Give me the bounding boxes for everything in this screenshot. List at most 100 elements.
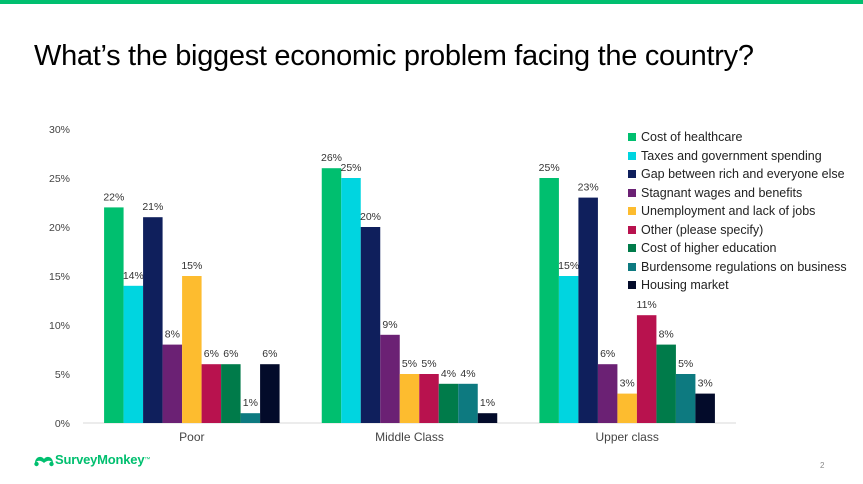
data-label: 1% <box>243 397 258 409</box>
bar <box>360 227 381 423</box>
y-tick-label: 0% <box>55 418 70 430</box>
data-label: 9% <box>382 319 397 331</box>
bar <box>636 315 657 423</box>
legend-label: Other (please specify) <box>641 222 764 237</box>
legend-item: Burdensome regulations on business <box>628 258 847 277</box>
legend-swatch <box>628 170 636 179</box>
data-label: 6% <box>204 348 219 360</box>
bar <box>477 413 498 423</box>
data-label: 21% <box>142 201 163 213</box>
data-label: 6% <box>600 348 615 360</box>
bar <box>617 393 637 423</box>
logo-trademark: ™ <box>144 456 151 463</box>
legend-label: Taxes and government spending <box>641 148 822 163</box>
bar <box>221 364 241 423</box>
legend-item: Stagnant wages and benefits <box>628 184 847 203</box>
y-tick-label: 15% <box>49 271 70 283</box>
data-label: 6% <box>223 348 238 360</box>
logo-text: SurveyMonkey <box>55 452 145 467</box>
data-label: 5% <box>678 358 693 370</box>
bar <box>656 344 676 423</box>
bar <box>321 168 342 423</box>
bar <box>240 413 261 423</box>
y-tick-label: 25% <box>49 173 70 185</box>
bar <box>419 374 439 423</box>
legend-item: Cost of higher education <box>628 239 847 258</box>
bar <box>597 364 618 423</box>
bar <box>123 285 144 423</box>
x-category-label: Upper class <box>595 430 658 444</box>
bar <box>201 364 222 423</box>
data-label: 8% <box>659 329 674 341</box>
legend-swatch <box>628 188 636 197</box>
bar <box>458 383 478 423</box>
data-label: 1% <box>480 397 495 409</box>
legend-item: Other (please specify) <box>628 221 847 240</box>
legend-swatch <box>628 281 636 290</box>
data-label: 22% <box>103 191 124 203</box>
bar <box>380 334 400 423</box>
bar <box>558 276 579 423</box>
data-label: 25% <box>340 162 361 174</box>
bar <box>438 383 459 423</box>
y-tick-label: 30% <box>49 124 70 136</box>
page-number: 2 <box>820 461 825 470</box>
bar <box>260 364 280 423</box>
data-label: 26% <box>321 152 342 164</box>
top-accent-bar <box>0 0 863 4</box>
data-label: 3% <box>698 378 713 390</box>
data-label: 5% <box>402 358 417 370</box>
y-tick-label: 5% <box>55 369 70 381</box>
page-title: What’s the biggest economic problem faci… <box>34 40 754 72</box>
legend-item: Cost of healthcare <box>628 128 847 147</box>
y-tick-label: 10% <box>49 320 70 332</box>
data-label: 5% <box>421 358 436 370</box>
bar <box>341 178 361 423</box>
data-label: 6% <box>262 348 277 360</box>
data-label: 4% <box>460 368 475 380</box>
data-label: 23% <box>578 182 599 194</box>
data-label: 8% <box>165 329 180 341</box>
legend-label: Housing market <box>641 278 729 293</box>
legend-label: Gap between rich and everyone else <box>641 167 845 182</box>
legend-item: Gap between rich and everyone else <box>628 165 847 184</box>
legend-swatch <box>628 262 636 271</box>
chart-legend: Cost of healthcare Taxes and government s… <box>628 128 847 295</box>
bar <box>578 197 598 423</box>
legend-swatch <box>628 244 636 253</box>
bar <box>182 276 202 423</box>
bar <box>399 374 420 423</box>
data-label: 11% <box>637 299 657 311</box>
data-label: 4% <box>441 368 456 380</box>
bar <box>539 178 559 423</box>
data-label: 20% <box>360 211 381 223</box>
data-label: 15% <box>558 260 579 272</box>
legend-label: Stagnant wages and benefits <box>641 185 803 200</box>
legend-item: Taxes and government spending <box>628 147 847 166</box>
legend-swatch <box>628 225 636 234</box>
x-category-label: Poor <box>179 430 204 444</box>
y-tick-label: 20% <box>49 222 70 234</box>
legend-label: Cost of healthcare <box>641 130 743 145</box>
surveymonkey-logo: SurveyMonkey ™ <box>33 452 150 467</box>
data-label: 14% <box>123 270 144 282</box>
legend-swatch <box>628 207 636 216</box>
x-category-label: Middle Class <box>375 430 444 444</box>
bar <box>162 344 183 423</box>
legend-swatch <box>628 133 636 142</box>
bar <box>675 374 696 423</box>
data-label: 15% <box>181 260 202 272</box>
legend-label: Burdensome regulations on business <box>641 259 847 274</box>
monkey-logo-icon <box>34 456 54 466</box>
legend-label: Unemployment and lack of jobs <box>641 204 816 219</box>
data-label: 3% <box>620 378 635 390</box>
legend-swatch <box>628 151 636 160</box>
data-label: 25% <box>539 162 560 174</box>
bar <box>104 207 124 423</box>
bar <box>143 217 163 423</box>
legend-item: Housing market <box>628 276 847 295</box>
legend-item: Unemployment and lack of jobs <box>628 202 847 221</box>
legend-label: Cost of higher education <box>641 241 777 256</box>
bar <box>695 393 715 423</box>
